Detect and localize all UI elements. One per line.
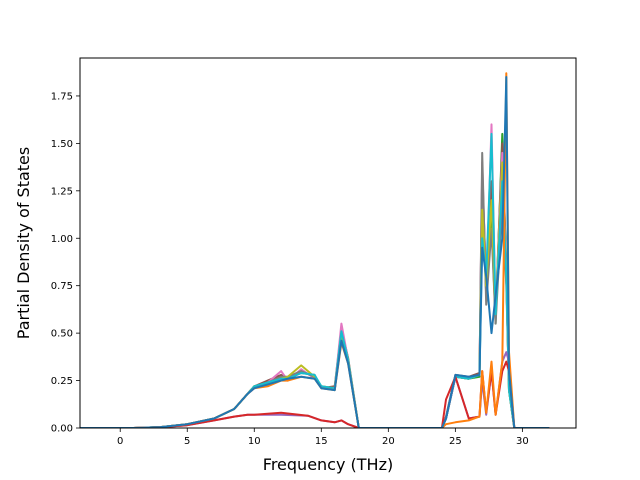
- x-tick-label: 15: [315, 436, 328, 447]
- y-tick-label: 1.25: [51, 186, 73, 197]
- x-tick-label: 0: [117, 436, 123, 447]
- y-tick-label: 1.75: [51, 91, 73, 102]
- y-axis-ticks: 0.00 0.25 0.50 0.75 1.00 1.25 1.50 1.75: [51, 91, 80, 435]
- y-tick-label: 0.00: [51, 424, 73, 435]
- y-tick-label: 1.50: [51, 139, 73, 150]
- x-tick-label: 25: [449, 436, 462, 447]
- x-axis-label: Frequency (THz): [263, 455, 393, 474]
- y-tick-label: 0.25: [51, 376, 73, 387]
- axes-frame: [79, 57, 577, 429]
- x-tick-label: 30: [516, 436, 529, 447]
- x-axis-ticks: 0 5 10 15 20 25 30: [117, 428, 529, 447]
- series-line-10: [80, 76, 550, 428]
- x-tick-label: 20: [382, 436, 395, 447]
- y-tick-label: 0.50: [51, 329, 73, 340]
- y-axis-label: Partial Density of States: [14, 147, 33, 339]
- plot-area: [79, 57, 577, 429]
- x-tick-label: 5: [184, 436, 190, 447]
- series-layer: [80, 72, 550, 428]
- y-tick-label: 0.75: [51, 281, 73, 292]
- x-tick-label: 10: [248, 436, 261, 447]
- y-tick-label: 1.00: [51, 234, 73, 245]
